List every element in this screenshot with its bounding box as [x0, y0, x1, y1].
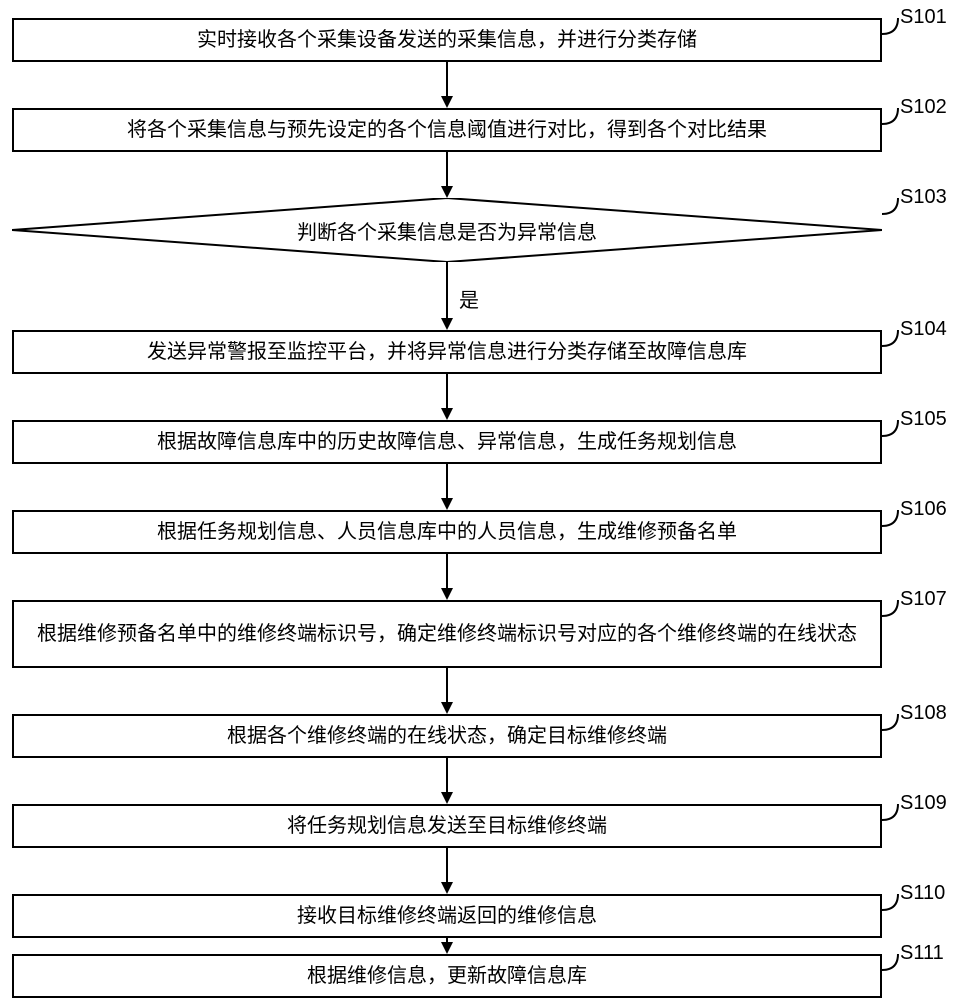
decision-text: 判断各个采集信息是否为异常信息 [12, 198, 882, 262]
edge-s110-s111 [437, 938, 457, 954]
step-tag-s107: S107 [900, 588, 947, 611]
edge-s108-s109 [437, 758, 457, 804]
flow-step-s107: 根据维修预备名单中的维修终端标识号，确定维修终端标识号对应的各个维修终端的在线状… [12, 600, 882, 668]
edge-s109-s110 [437, 848, 457, 894]
step-text: 将任务规划信息发送至目标维修终端 [287, 812, 607, 840]
edge-s102-s103 [437, 152, 457, 198]
step-tag-s101: S101 [900, 6, 947, 29]
step-tag-s108: S108 [900, 702, 947, 725]
step-text: 根据维修预备名单中的维修终端标识号，确定维修终端标识号对应的各个维修终端的在线状… [37, 620, 857, 648]
step-tag-s102: S102 [900, 96, 947, 119]
step-text: 根据各个维修终端的在线状态，确定目标维修终端 [227, 722, 667, 750]
edge-s101-s102 [437, 62, 457, 108]
edge-s105-s106 [437, 464, 457, 510]
edge-s104-s105 [437, 374, 457, 420]
step-tag-s110: S110 [900, 882, 945, 905]
step-text: 实时接收各个采集设备发送的采集信息，并进行分类存储 [197, 26, 697, 54]
flowchart-canvas: 实时接收各个采集设备发送的采集信息，并进行分类存储 S101 将各个采集信息与预先设… [0, 0, 962, 1000]
edge-s106-s107 [437, 554, 457, 600]
step-tag-s103: S103 [900, 186, 947, 209]
flow-decision-s103 [12, 198, 882, 262]
step-tag-s105: S105 [900, 408, 947, 431]
step-text: 将各个采集信息与预先设定的各个信息阈值进行对比，得到各个对比结果 [127, 116, 767, 144]
step-tag-s106: S106 [900, 498, 947, 521]
flow-step-s111: 根据维修信息，更新故障信息库 [12, 954, 882, 998]
flow-step-s105: 根据故障信息库中的历史故障信息、异常信息，生成任务规划信息 [12, 420, 882, 464]
step-tag-s104: S104 [900, 318, 947, 341]
flow-step-s104: 发送异常警报至监控平台，并将异常信息进行分类存储至故障信息库 [12, 330, 882, 374]
flow-step-s109: 将任务规划信息发送至目标维修终端 [12, 804, 882, 848]
step-text: 根据任务规划信息、人员信息库中的人员信息，生成维修预备名单 [157, 518, 737, 546]
step-tag-s111: S111 [900, 942, 944, 965]
edge-s107-s108 [437, 668, 457, 714]
flow-step-s108: 根据各个维修终端的在线状态，确定目标维修终端 [12, 714, 882, 758]
flow-step-s110: 接收目标维修终端返回的维修信息 [12, 894, 882, 938]
flow-step-s106: 根据任务规划信息、人员信息库中的人员信息，生成维修预备名单 [12, 510, 882, 554]
edge-label-s103-s104: 是 [459, 284, 479, 313]
step-text: 根据维修信息，更新故障信息库 [307, 962, 587, 990]
step-text: 发送异常警报至监控平台，并将异常信息进行分类存储至故障信息库 [147, 338, 747, 366]
flow-step-s102: 将各个采集信息与预先设定的各个信息阈值进行对比，得到各个对比结果 [12, 108, 882, 152]
flow-step-s101: 实时接收各个采集设备发送的采集信息，并进行分类存储 [12, 18, 882, 62]
step-text: 接收目标维修终端返回的维修信息 [297, 902, 597, 930]
edge-s103-s104 [437, 262, 457, 330]
step-tag-s109: S109 [900, 792, 947, 815]
step-text: 根据故障信息库中的历史故障信息、异常信息，生成任务规划信息 [157, 428, 737, 456]
